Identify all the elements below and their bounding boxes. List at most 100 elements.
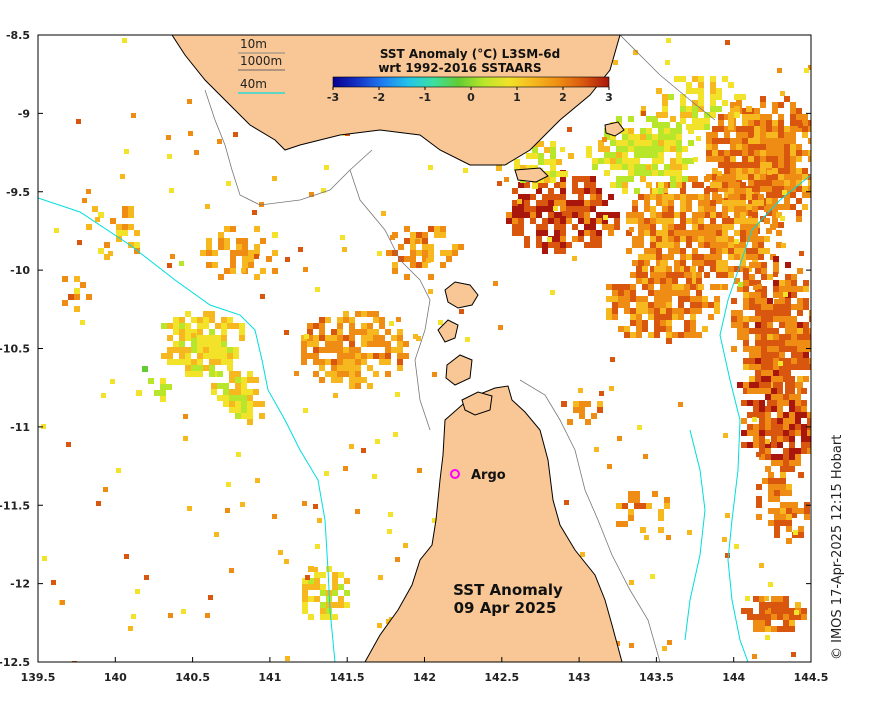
sst-pixel xyxy=(773,334,779,340)
sst-pixel xyxy=(612,308,618,314)
sst-pixel xyxy=(578,388,583,393)
sst-pixel xyxy=(361,311,367,317)
sst-pixel xyxy=(410,232,416,238)
sst-pixel xyxy=(749,382,755,388)
sst-pixel xyxy=(755,340,761,346)
sst-pixel xyxy=(676,128,682,134)
sst-pixel xyxy=(783,620,789,626)
sst-pixel xyxy=(717,171,722,176)
sst-pixel xyxy=(612,290,618,296)
sst-pixel xyxy=(227,365,233,371)
cape-york-land xyxy=(364,385,623,662)
sst-pixel xyxy=(777,608,783,614)
sst-pixel xyxy=(774,532,780,538)
sst-pixel xyxy=(664,128,670,134)
sst-pixel xyxy=(642,278,648,284)
sst-pixel xyxy=(808,65,811,70)
sst-pixel xyxy=(548,188,554,194)
sst-pixel xyxy=(422,232,428,238)
sst-pixel xyxy=(748,114,754,120)
sst-pixel xyxy=(181,609,186,614)
sst-pixel xyxy=(809,334,811,340)
sst-pixel xyxy=(756,496,762,502)
sst-pixel xyxy=(664,497,670,503)
sst-pixel xyxy=(777,626,783,632)
sst-pixel xyxy=(215,359,221,365)
sst-pixel xyxy=(393,432,398,437)
sst-pixel xyxy=(766,156,772,162)
sst-pixel xyxy=(759,382,765,388)
sst-pixel xyxy=(128,206,134,212)
sst-pixel xyxy=(532,147,538,153)
sst-pixel xyxy=(798,472,804,478)
sst-pixel xyxy=(636,320,642,326)
sst-pixel xyxy=(734,278,740,284)
sst-pixel xyxy=(753,442,759,448)
sst-pixel xyxy=(313,371,319,377)
sst-pixel xyxy=(698,88,704,94)
sst-pixel xyxy=(610,152,616,158)
sst-pixel xyxy=(562,211,567,216)
sst-pixel xyxy=(742,114,748,120)
sst-pixel xyxy=(62,300,68,306)
sst-pixel xyxy=(632,200,638,206)
sst-pixel xyxy=(604,152,610,158)
sst-pixel xyxy=(526,153,532,159)
sst-pixel xyxy=(778,361,783,366)
sst-pixel xyxy=(235,377,241,383)
sst-pixel xyxy=(798,123,803,128)
sst-pixel xyxy=(536,188,542,194)
sst-pixel xyxy=(736,174,742,180)
sst-pixel xyxy=(674,236,680,242)
sst-pixel xyxy=(410,256,416,262)
sst-pixel xyxy=(749,346,755,352)
sst-pixel xyxy=(692,260,698,266)
sst-pixel xyxy=(553,206,558,211)
sst-pixel xyxy=(791,340,797,346)
sst-pixel xyxy=(783,436,789,442)
sst-pixel xyxy=(755,310,761,316)
sst-pixel xyxy=(74,276,80,282)
sst-pixel xyxy=(656,88,662,94)
sst-pixel xyxy=(390,235,395,240)
sst-pixel xyxy=(698,194,704,200)
sst-pixel xyxy=(349,383,355,389)
sst-pixel xyxy=(728,200,734,206)
sst-pixel xyxy=(696,290,702,296)
sst-pixel xyxy=(590,188,596,194)
sst-pixel xyxy=(666,284,672,290)
sst-pixel xyxy=(590,176,596,182)
sst-pixel xyxy=(636,302,642,308)
sst-pixel xyxy=(668,242,674,248)
sst-pixel xyxy=(638,242,644,248)
sst-pixel xyxy=(718,120,724,126)
sst-pixel xyxy=(197,335,203,341)
sst-pixel xyxy=(797,388,803,394)
sst-pixel xyxy=(610,134,616,140)
sst-pixel xyxy=(728,218,734,224)
sst-pixel xyxy=(684,326,690,332)
sst-pixel xyxy=(759,626,765,632)
sst-pixel xyxy=(680,236,686,242)
sst-pixel xyxy=(640,527,646,533)
sst-pixel xyxy=(349,444,354,449)
sst-pixel xyxy=(688,158,694,164)
sst-pixel xyxy=(313,341,319,347)
sst-pixel xyxy=(320,584,326,590)
sst-pixel xyxy=(128,212,134,218)
sst-pixel xyxy=(794,610,799,615)
sst-pixel xyxy=(784,180,790,186)
sst-pixel xyxy=(768,496,774,502)
sst-pixel xyxy=(662,100,668,106)
sst-pixel xyxy=(321,188,326,193)
sst-pixel xyxy=(167,154,172,159)
sst-pixel xyxy=(554,182,560,188)
sst-pixel xyxy=(772,120,778,126)
sst-pixel xyxy=(674,242,680,248)
sst-pixel xyxy=(578,230,584,236)
sst-pixel xyxy=(242,250,248,256)
sst-pixel xyxy=(712,150,718,156)
sst-pixel xyxy=(753,626,759,632)
sst-pixel xyxy=(413,334,418,339)
sst-pixel xyxy=(714,308,720,314)
